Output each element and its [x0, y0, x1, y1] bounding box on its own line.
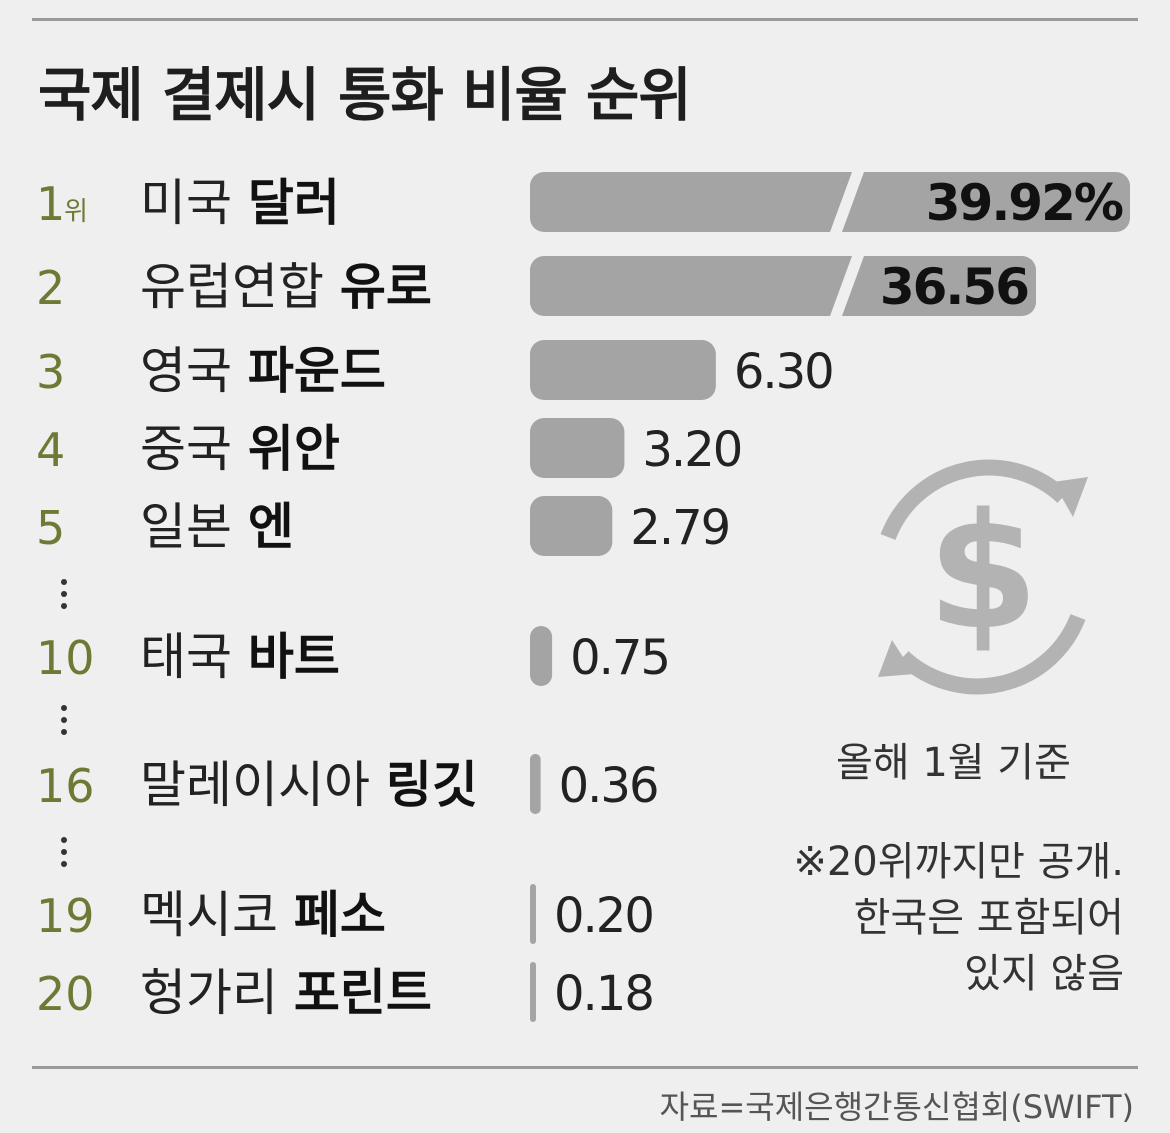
- bar: [530, 754, 541, 814]
- dollar-exchange-icon: $: [848, 442, 1118, 712]
- category-label: 태국 바트: [140, 628, 340, 686]
- ellipsis-dot: [61, 717, 67, 723]
- ellipsis-dot: [61, 579, 67, 585]
- category-label: 멕시코 페소: [140, 886, 386, 944]
- data-label: 6.30: [734, 344, 833, 400]
- bar: [530, 962, 536, 1022]
- rank-number: 19: [36, 889, 95, 943]
- data-label: 0.18: [554, 966, 653, 1022]
- ellipsis-dot: [61, 705, 67, 711]
- bar: [530, 172, 1130, 232]
- rank-suffix: 위: [64, 197, 88, 227]
- rank-number: 1: [36, 177, 65, 231]
- bar: [530, 626, 553, 686]
- bar-chart: 1위 미국 달러 39.92% 2 유럽연합 유로 36.56 3 영국 파운드 6.30 4 중국…: [36, 172, 1130, 1022]
- top-rule: [32, 18, 1138, 21]
- rank-number: 2: [36, 261, 65, 315]
- bar: [530, 418, 625, 478]
- bar: [530, 884, 536, 944]
- chart-title: 국제 결제시 통화 비율 순위: [38, 61, 692, 129]
- category-label: 헝가리 포린트: [140, 964, 432, 1022]
- ellipsis-dot: [61, 603, 67, 609]
- bottom-rule: [32, 1066, 1138, 1069]
- ellipsis-dot: [61, 849, 67, 855]
- data-label: 2.79: [630, 500, 729, 556]
- source-credit: 자료=국제은행간통신협회(SWIFT): [659, 1088, 1134, 1126]
- note-line: 한국은 포함되어: [853, 895, 1124, 941]
- axis-break-mark: [830, 172, 864, 232]
- data-label: 36.56: [880, 258, 1028, 316]
- category-label: 영국 파운드: [140, 342, 386, 400]
- ellipsis-dot: [61, 861, 67, 867]
- category-label: 중국 위안: [140, 420, 340, 478]
- rank-number: 3: [36, 345, 65, 399]
- bar: [530, 256, 1036, 316]
- base-date-note: 올해 1월 기준: [836, 740, 1071, 786]
- note-line: ※20위까지만 공개.: [793, 839, 1124, 885]
- ellipsis-dot: [61, 837, 67, 843]
- category-label: 말레이시아 링깃: [140, 756, 478, 814]
- data-label: 0.20: [554, 888, 653, 944]
- ellipsis-dot: [61, 729, 67, 735]
- rank-number: 4: [36, 423, 65, 477]
- data-label: 3.20: [642, 422, 741, 478]
- axis-break-mark: [830, 256, 864, 316]
- ellipsis-dot: [61, 591, 67, 597]
- data-label: 39.92%: [926, 174, 1123, 232]
- category-label: 미국 달러: [140, 174, 340, 232]
- rank-number: 20: [36, 967, 95, 1021]
- bar: [530, 340, 716, 400]
- category-label: 유럽연합 유로: [140, 258, 432, 316]
- rank-number: 5: [36, 501, 65, 555]
- bar: [530, 496, 613, 556]
- rank-number: 10: [36, 631, 95, 685]
- rank-number: 16: [36, 759, 95, 813]
- note-line: 있지 않음: [964, 951, 1124, 997]
- data-label: 0.75: [570, 630, 669, 686]
- data-label: 0.36: [559, 758, 658, 814]
- svg-text:$: $: [927, 478, 1038, 665]
- category-label: 일본 엔: [140, 498, 294, 556]
- disclosure-note: ※20위까지만 공개. 한국은 포함되어 있지 않음: [793, 834, 1124, 1002]
